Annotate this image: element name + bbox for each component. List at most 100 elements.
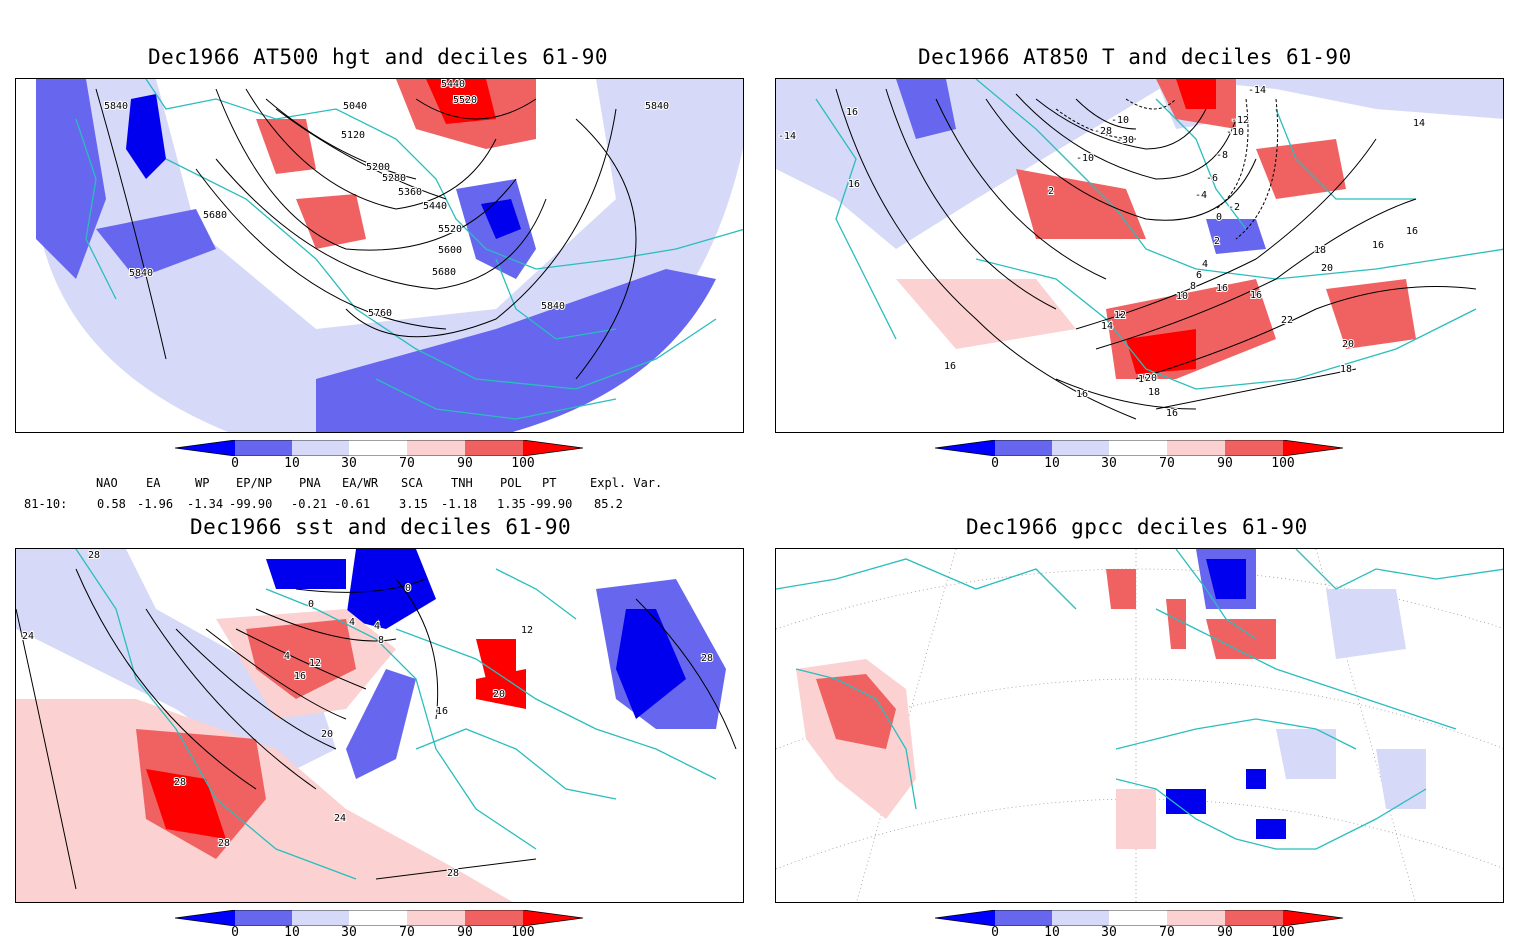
p2-contour-label: -30	[1116, 135, 1134, 146]
index-name-explvar: Expl. Var.	[590, 476, 663, 490]
p4-dry-arabia	[1376, 749, 1426, 809]
index-name-pt: PT	[542, 476, 557, 490]
index-value-tnh: -1.18	[441, 497, 478, 511]
p3-contour-label: 4	[349, 617, 355, 628]
p2-contour-label: 16	[1372, 240, 1384, 251]
panel1-svg: 5840 5040 5440 5520 5120 5200 5280 5360 …	[36, 79, 743, 432]
p2-blue-north	[896, 79, 956, 139]
cb-seg-4	[1167, 440, 1225, 456]
p1-contour-label: 5040	[343, 101, 367, 112]
index-name-pna: PNA	[299, 476, 321, 490]
p2-coastlines	[815, 79, 1503, 390]
cb-seg-6	[523, 440, 583, 456]
colorbar-bottom-right-svg	[934, 909, 1344, 927]
p1-blue-south	[316, 269, 716, 432]
p4-wet-iceland	[1106, 569, 1136, 609]
p3-contour-label: 12	[521, 625, 533, 636]
p3-contour-label: 20	[321, 729, 333, 740]
p1-red-patch2	[296, 194, 366, 249]
p3-contour-label: 28	[218, 838, 230, 849]
p2-contour-label: 18	[1138, 374, 1150, 385]
p4-wet-europe	[1206, 619, 1276, 659]
p2-red-core-south	[1126, 329, 1196, 374]
p4-dry-sahel	[1256, 819, 1286, 839]
panel3-map: 28 24 0 0 4 4 8 4 12 16 20 24 28 28 28 1…	[15, 548, 744, 903]
p3-contour-label: 28	[88, 550, 100, 561]
p1-contour-label: 5440	[423, 201, 447, 212]
p2-contour-label: 2	[1214, 236, 1220, 247]
p2-contour-label: 8	[1190, 281, 1196, 292]
p1-contours	[95, 88, 637, 380]
p2-contour-label: -8	[1216, 150, 1228, 161]
p1-contour-label: 5840	[129, 268, 153, 279]
p2-contour-label: -10	[1226, 127, 1244, 138]
p2-contour-label: 16	[1166, 408, 1178, 419]
cb-tick-label: 100	[511, 456, 535, 471]
cb-seg-2	[292, 910, 349, 926]
cb-tick-label: 90	[457, 925, 473, 940]
panel2-map: 16 -14 16 -14 -10 -28 -30 -10 -12 -10 -8…	[775, 78, 1504, 433]
index-value-sca: 3.15	[399, 497, 428, 511]
p2-red-light-west	[896, 279, 1076, 349]
cb-seg-5	[465, 440, 523, 456]
p1-contour-label: 5840	[645, 101, 669, 112]
p2-contour-label: -10	[1111, 115, 1129, 126]
p3-red-med	[476, 639, 516, 679]
p1-blue-core-central	[481, 199, 521, 239]
index-value-eawr: -0.61	[334, 497, 371, 511]
p1-contour-label: 5120	[341, 130, 365, 141]
index-name-pol: POL	[500, 476, 522, 490]
p2-contour-label: 16	[1250, 290, 1262, 301]
cb-tick-label: 90	[457, 456, 473, 471]
cb-seg-3	[349, 910, 407, 926]
cb-tick-label: 0	[991, 456, 999, 471]
p2-contour-label: -2	[1228, 202, 1240, 213]
colorbar-top-right-svg	[934, 439, 1344, 457]
p2-contour-label: -12	[1231, 115, 1249, 126]
p2-contour-label: 16	[944, 361, 956, 372]
cb-tick-label: 30	[341, 456, 357, 471]
p1-contour-label: 5520	[453, 95, 477, 106]
p3-blue-coast	[346, 669, 416, 779]
p2-contour-label: 20	[1145, 373, 1157, 384]
p3-contour-label: 0	[405, 583, 411, 594]
p1-contour-label: 5840	[541, 301, 565, 312]
colorbar-top-left-svg	[174, 439, 584, 457]
p1-contour-label: 5600	[438, 245, 462, 256]
cb-tick-label: 30	[341, 925, 357, 940]
index-value-wp: -1.34	[187, 497, 224, 511]
p2-red-east2	[1256, 139, 1346, 199]
p2-contour-label: 18	[1148, 387, 1160, 398]
index-name-sca: SCA	[401, 476, 423, 490]
p1-contour-label: 5840	[104, 101, 128, 112]
index-value-pt: -99.90	[529, 497, 573, 511]
cb-seg-4	[1167, 910, 1225, 926]
cb-seg-2	[292, 440, 349, 456]
cb-tick-label: 0	[991, 925, 999, 940]
index-row-label: 81-10:	[24, 497, 68, 511]
cb-seg-6	[1283, 910, 1343, 926]
p2-contour-label: 16	[846, 107, 858, 118]
panel1-map: 5840 5040 5440 5520 5120 5200 5280 5360 …	[15, 78, 744, 433]
p1-contour-label: 5680	[432, 267, 456, 278]
cb-seg-4	[407, 440, 465, 456]
index-value-ea: -1.96	[137, 497, 174, 511]
cb-seg-3	[1109, 440, 1167, 456]
colorbar-bottom-left-svg	[174, 909, 584, 927]
p3-red-north	[246, 619, 356, 699]
p2-below30-area	[776, 79, 1503, 249]
cb-tick-label: 70	[399, 925, 415, 940]
index-value-pna: -0.21	[291, 497, 328, 511]
index-name-tnh: TNH	[451, 476, 473, 490]
cb-seg-1	[995, 910, 1052, 926]
cb-tick-label: 30	[1101, 925, 1117, 940]
panel3-title: Dec1966 sst and deciles 61-90	[190, 515, 572, 539]
p3-contour-label: 24	[334, 813, 346, 824]
cb-seg-0	[935, 910, 995, 926]
p3-blue-core-east	[616, 609, 686, 719]
cb-tick-label: 90	[1217, 925, 1233, 940]
panel3-svg: 28 24 0 0 4 4 8 4 12 16 20 24 28 28 28 1…	[16, 549, 737, 902]
cb-tick-label: 100	[511, 925, 535, 940]
p2-contour-label: -28	[1094, 126, 1112, 137]
cb-tick-label: 100	[1271, 456, 1295, 471]
